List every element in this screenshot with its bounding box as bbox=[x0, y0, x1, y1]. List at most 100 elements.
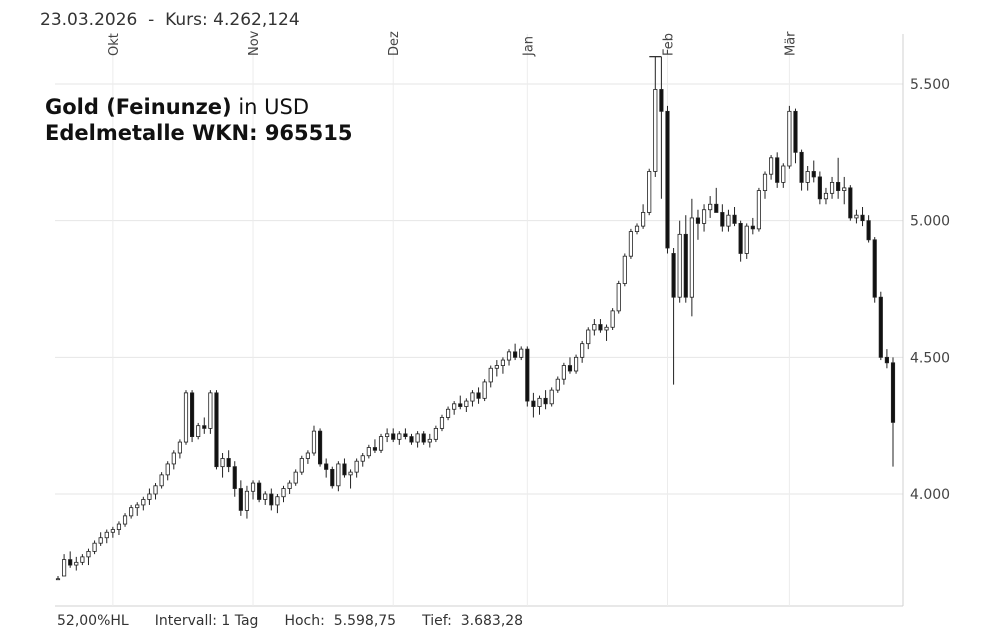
candle bbox=[714, 187, 719, 213]
candle bbox=[738, 220, 743, 262]
candle bbox=[549, 387, 554, 407]
header-line: 23.03.2026 - Kurs: 4.262,124 bbox=[40, 10, 300, 30]
candle-body-up bbox=[250, 482, 256, 492]
candle bbox=[403, 428, 408, 440]
y-tick-label: 4.000 bbox=[910, 487, 950, 503]
candle-body-down bbox=[890, 362, 896, 423]
candle bbox=[129, 504, 134, 519]
candle-body-up bbox=[842, 187, 847, 192]
candle bbox=[281, 485, 286, 503]
candle bbox=[787, 105, 792, 169]
candle bbox=[116, 521, 122, 535]
candle bbox=[336, 461, 341, 492]
candle bbox=[354, 458, 359, 478]
candle bbox=[135, 502, 140, 516]
kurs-value: 4.262,124 bbox=[213, 10, 300, 30]
candle bbox=[671, 248, 676, 385]
candle-body-up bbox=[634, 225, 640, 232]
candle-body-up bbox=[299, 458, 304, 473]
candle bbox=[506, 349, 512, 366]
candle-body-up bbox=[482, 381, 487, 399]
candle bbox=[665, 105, 670, 254]
candle-body-up bbox=[781, 165, 786, 183]
candle-body-up bbox=[141, 499, 146, 506]
candle bbox=[634, 223, 640, 235]
candle bbox=[275, 494, 280, 514]
candle-body-up bbox=[354, 460, 359, 473]
instrument-name: Gold (Feinunze) bbox=[45, 95, 232, 119]
chart-title: Gold (Feinunze) in USD Edelmetalle WKN: … bbox=[45, 94, 353, 146]
candle bbox=[110, 526, 115, 538]
candle-body-up bbox=[464, 400, 469, 407]
candle bbox=[750, 217, 755, 235]
candle bbox=[854, 209, 859, 224]
candle bbox=[470, 390, 475, 407]
candle-body-up bbox=[244, 490, 250, 511]
candle-body-down bbox=[665, 110, 670, 249]
candle-body-up bbox=[62, 559, 67, 577]
candle bbox=[817, 171, 822, 205]
candle bbox=[641, 204, 646, 229]
instrument-subtitle: Edelmetalle WKN: 965515 bbox=[45, 121, 353, 145]
candle bbox=[659, 56, 664, 199]
candle-body-down bbox=[421, 433, 426, 443]
candle-body-up bbox=[701, 209, 707, 224]
candle-body-up bbox=[80, 556, 85, 563]
candle-body-up bbox=[74, 561, 79, 566]
candle-body-up bbox=[147, 493, 152, 500]
footer-hl: 52,00%HL bbox=[57, 613, 129, 629]
candle-body-up bbox=[439, 417, 445, 429]
candle-body-down bbox=[324, 463, 329, 470]
candle bbox=[567, 357, 573, 374]
candle bbox=[214, 390, 219, 470]
y-tick-label: 5.000 bbox=[910, 214, 950, 230]
candle-body-up bbox=[647, 171, 652, 213]
candle-body-down bbox=[269, 493, 274, 506]
candle-body-down bbox=[202, 425, 207, 429]
candle-body-up bbox=[500, 359, 506, 366]
candle-body-down bbox=[598, 324, 603, 331]
candle-body-up bbox=[805, 171, 810, 183]
candle bbox=[689, 198, 694, 317]
x-tick-label: Jan bbox=[521, 36, 536, 57]
candle bbox=[513, 343, 518, 361]
candles-layer bbox=[55, 56, 896, 581]
candle-body-up bbox=[129, 507, 134, 517]
candle-body-down bbox=[214, 392, 219, 468]
candle bbox=[311, 425, 317, 456]
candle-body-down bbox=[226, 458, 231, 468]
candle bbox=[324, 458, 329, 478]
candle-body-up bbox=[263, 493, 268, 500]
candle-body-up bbox=[580, 343, 585, 358]
candle-body-up bbox=[561, 365, 566, 380]
x-tick-label: Mär bbox=[783, 31, 798, 56]
candle bbox=[811, 160, 816, 183]
candle bbox=[318, 428, 323, 467]
candle bbox=[165, 461, 170, 481]
candle bbox=[421, 431, 426, 445]
candle bbox=[299, 455, 304, 475]
candle bbox=[141, 496, 146, 511]
candle bbox=[433, 425, 438, 443]
candle-body-down bbox=[68, 559, 73, 566]
x-axis-labels: Okt Nov Dez Jan Feb Mär bbox=[107, 30, 799, 57]
candle bbox=[62, 554, 67, 577]
candle-body-down bbox=[836, 181, 841, 191]
candle-body-up bbox=[762, 173, 768, 191]
candle bbox=[823, 187, 829, 205]
candle bbox=[263, 491, 268, 505]
candle bbox=[616, 280, 621, 314]
candle bbox=[537, 395, 542, 415]
candle bbox=[848, 185, 853, 221]
candle-body-down bbox=[659, 89, 664, 112]
candle bbox=[147, 488, 152, 505]
candle bbox=[415, 431, 420, 448]
candle-body-down bbox=[476, 392, 481, 399]
candle bbox=[293, 469, 298, 486]
candle-body-down bbox=[750, 225, 755, 230]
header-separator: - bbox=[148, 10, 155, 30]
candle-body-down bbox=[732, 214, 737, 224]
candle bbox=[183, 390, 189, 445]
candle bbox=[257, 480, 262, 503]
